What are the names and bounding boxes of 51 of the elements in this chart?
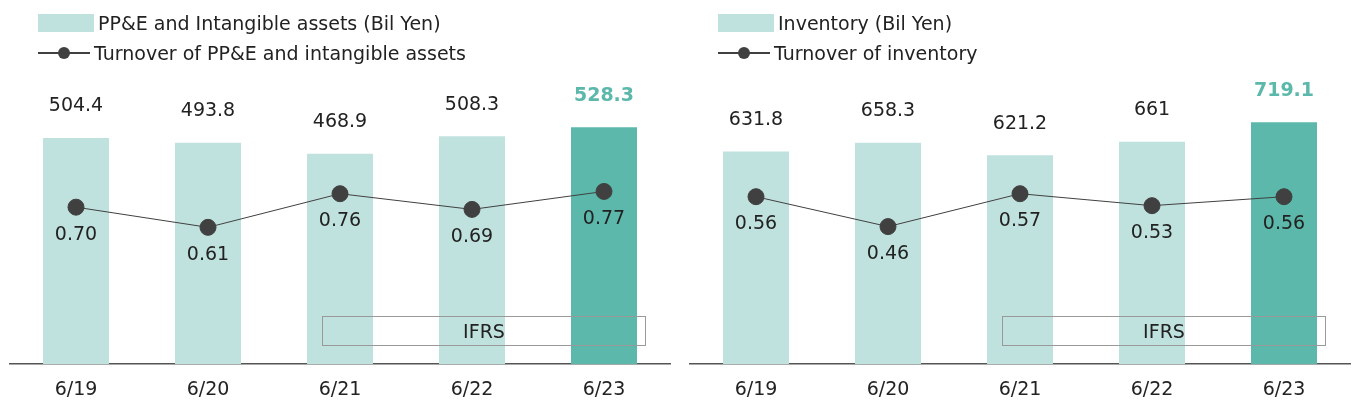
data-label: 719.1	[1253, 77, 1315, 100]
data-label: 0.77	[582, 205, 626, 228]
data-label: 508.3	[444, 91, 500, 114]
x-tick-label: 6/19	[734, 376, 778, 399]
bar	[855, 142, 921, 365]
data-label: 493.8	[180, 98, 236, 121]
data-label: 621.2	[992, 110, 1048, 133]
data-label: 0.61	[186, 241, 230, 264]
point	[463, 200, 481, 218]
point	[1011, 185, 1029, 203]
x-tick-label: 6/21	[998, 376, 1042, 399]
data-label: 504.4	[48, 93, 104, 116]
x-tick-label: 6/21	[318, 376, 362, 399]
point	[879, 218, 897, 236]
data-label: 0.46	[866, 241, 910, 264]
legend-label: Turnover of inventory	[774, 41, 978, 66]
point	[747, 188, 765, 206]
data-label: 0.70	[54, 221, 98, 244]
legend-label: Turnover of PP&E and intangible assets	[94, 41, 466, 66]
data-label: 661	[1133, 97, 1171, 120]
data-label: 0.56	[734, 211, 778, 234]
point	[1143, 197, 1161, 215]
legend-label: Inventory (Bil Yen)	[778, 11, 953, 36]
x-tick-label: 6/20	[186, 376, 230, 399]
bar	[1251, 122, 1317, 365]
point	[331, 185, 349, 203]
x-tick-label: 6/23	[582, 376, 626, 399]
data-label: 468.9	[312, 109, 368, 132]
data-label: 0.56	[1262, 211, 1306, 234]
x-tick-label: 6/19	[54, 376, 98, 399]
legend-label: PP&E and Intangible assets (Bil Yen)	[98, 11, 441, 36]
point	[199, 218, 217, 236]
data-label: 0.53	[1130, 220, 1174, 243]
x-tick-label: 6/22	[1130, 376, 1174, 399]
data-label: 0.69	[450, 223, 494, 246]
bar	[723, 151, 789, 365]
bar	[1119, 141, 1185, 365]
data-label: 0.57	[998, 208, 1042, 231]
point	[595, 182, 613, 200]
x-tick-label: 6/22	[450, 376, 494, 399]
point	[67, 198, 85, 216]
label-box: IFRS	[322, 316, 646, 347]
data-label: 0.76	[318, 208, 362, 231]
data-label: 658.3	[860, 98, 916, 121]
data-label: 631.8	[728, 107, 784, 130]
x-tick-label: 6/20	[866, 376, 910, 399]
bar	[987, 155, 1053, 365]
data-label: 528.3	[573, 82, 635, 105]
point	[1275, 188, 1293, 206]
label-box: IFRS	[1002, 316, 1326, 347]
x-tick-label: 6/23	[1262, 376, 1306, 399]
